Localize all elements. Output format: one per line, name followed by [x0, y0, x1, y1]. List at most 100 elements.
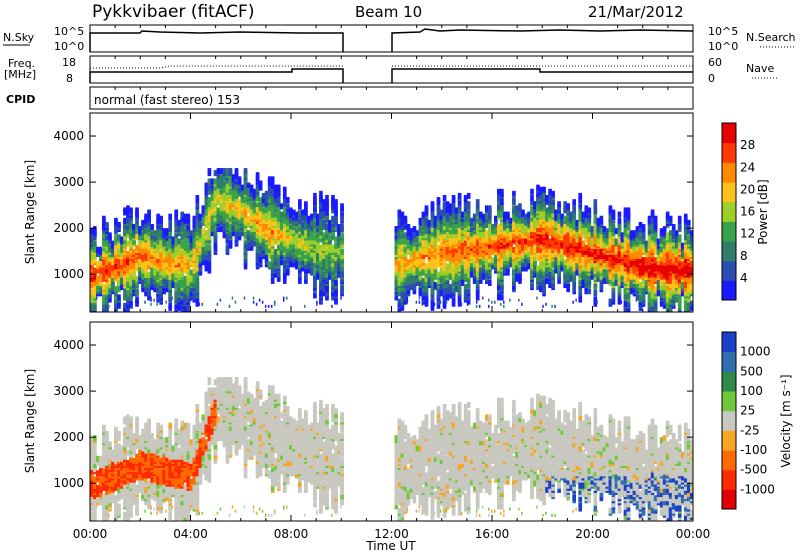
power-cell	[653, 215, 658, 222]
power-cell	[497, 253, 501, 260]
power-cell	[442, 275, 447, 282]
power-cell	[264, 304, 267, 308]
power-cell	[216, 302, 219, 306]
power-cell	[195, 207, 200, 214]
power-cell	[599, 240, 604, 247]
power-cell	[255, 302, 258, 306]
power-cell	[231, 224, 236, 231]
power-cell	[183, 221, 188, 228]
power-cell	[569, 242, 573, 249]
power-cell	[126, 257, 130, 264]
power-cell	[394, 226, 399, 233]
power-cell	[105, 259, 109, 266]
power-cell	[611, 230, 616, 237]
power-cell	[192, 242, 197, 249]
power-cell	[334, 263, 338, 270]
power-cell	[322, 263, 326, 270]
power-cell	[587, 273, 592, 280]
power-cell	[231, 230, 236, 237]
power-cell	[252, 201, 257, 208]
power-cell	[527, 211, 531, 218]
power-cell	[255, 240, 260, 247]
power-cell	[409, 234, 414, 241]
power-cell	[415, 261, 420, 268]
power-cell	[650, 209, 655, 216]
power-cell	[207, 244, 212, 251]
power-cell	[273, 232, 278, 239]
power-cell	[117, 234, 121, 241]
power-cell	[150, 302, 152, 306]
power-cell	[427, 219, 432, 226]
power-cell	[503, 253, 507, 260]
power-cell	[174, 290, 179, 297]
power-cell	[593, 248, 598, 255]
power-cell	[331, 207, 335, 214]
power-cell	[334, 259, 338, 266]
power-cell	[114, 273, 118, 280]
power-cell	[439, 240, 444, 247]
power-cell	[180, 253, 185, 260]
date-title: 21/Mar/2012	[588, 3, 684, 21]
power-cell	[433, 302, 436, 306]
power-cell	[316, 240, 320, 247]
power-cell	[177, 238, 182, 245]
freq-label: Freq.	[8, 57, 35, 70]
power-cell	[120, 277, 124, 284]
power-cell	[285, 219, 290, 226]
power-cell	[307, 246, 311, 253]
power-cell	[617, 211, 622, 218]
power-cell	[593, 238, 598, 245]
power-cell	[623, 300, 628, 307]
power-cell	[162, 228, 166, 235]
power-cell	[412, 240, 417, 247]
power-cell	[521, 250, 525, 257]
power-cell	[246, 215, 251, 222]
power-cell	[313, 197, 317, 204]
power-cell	[560, 213, 564, 220]
power-cell	[560, 228, 564, 235]
power-cell	[279, 244, 284, 251]
power-cell	[168, 213, 173, 220]
power-cell	[307, 226, 311, 233]
power-cell	[647, 259, 652, 266]
power-cell	[192, 238, 197, 245]
power-cell	[228, 197, 233, 204]
nave-trace	[90, 65, 343, 69]
power-cell	[448, 271, 453, 278]
power-cell	[135, 207, 139, 214]
power-cell	[620, 300, 623, 304]
power-cell	[258, 255, 263, 262]
power-cell	[298, 255, 302, 262]
power-cell	[494, 240, 498, 247]
power-cell	[126, 282, 130, 289]
power-cell	[304, 224, 308, 231]
power-cell	[177, 242, 182, 249]
power-cell	[551, 269, 555, 276]
power-cell	[231, 209, 236, 216]
power-cell	[578, 224, 583, 231]
power-cell	[451, 228, 456, 235]
power-cell	[90, 296, 94, 303]
power-cell	[322, 271, 326, 278]
power-cell	[156, 238, 160, 245]
power-cell	[563, 234, 567, 241]
power-cell	[475, 300, 478, 304]
power-cell	[213, 201, 218, 208]
power-cell	[105, 302, 109, 309]
power-cell	[460, 259, 465, 266]
power-cell	[536, 246, 540, 253]
power-cell	[506, 255, 510, 262]
power-cell	[261, 236, 266, 243]
power-cell	[298, 271, 302, 278]
power-cell	[216, 192, 221, 199]
power-cell	[506, 240, 510, 247]
power-cell	[276, 238, 281, 245]
power-cell	[596, 248, 601, 255]
power-cell	[548, 226, 552, 233]
power-cell	[264, 207, 269, 214]
power-cell	[551, 217, 555, 224]
power-cell	[620, 246, 625, 253]
power-cell	[542, 244, 546, 251]
power-cell	[295, 224, 299, 231]
power-cell	[282, 192, 287, 199]
